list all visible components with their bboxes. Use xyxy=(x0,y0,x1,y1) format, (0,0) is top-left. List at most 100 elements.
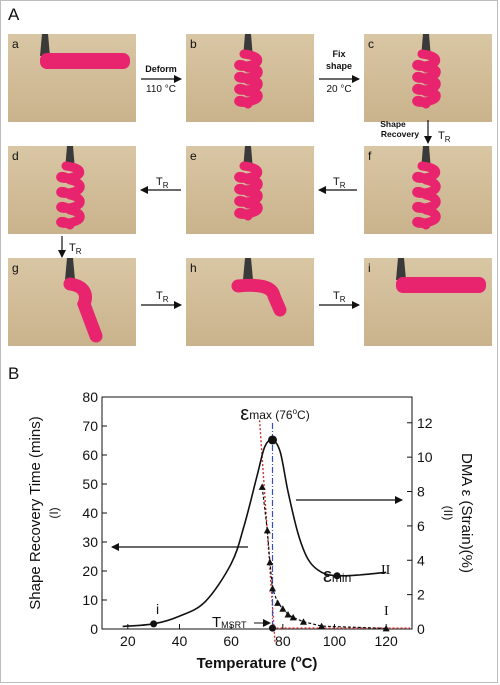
series-I-point xyxy=(269,584,276,592)
photo-letter: i xyxy=(368,261,371,275)
tweezer-icon xyxy=(243,258,253,280)
tweezer-icon xyxy=(396,258,406,280)
photo-b: b xyxy=(186,34,314,122)
y-right-tick-label: 12 xyxy=(417,415,433,431)
y-right-axis-label: DMA ε (Strain)(%) xyxy=(458,453,475,573)
y-left-tick-label: 70 xyxy=(82,418,98,434)
series-II-line xyxy=(122,438,387,628)
x-tick-label: 100 xyxy=(323,633,347,649)
y-left-axis-label: Shape Recovery Time (mins) xyxy=(27,416,44,609)
strip-bent xyxy=(63,277,103,343)
strip-helix xyxy=(234,49,263,109)
photo-letter: b xyxy=(190,37,197,51)
arrow-h-i-tr: TR xyxy=(333,290,346,304)
photo-background xyxy=(8,34,136,122)
series-I-point xyxy=(382,624,390,632)
y-left-tick-label: 10 xyxy=(82,592,98,608)
x-tick-label: 80 xyxy=(275,633,291,649)
series-I-point xyxy=(279,605,287,612)
photo-letter: g xyxy=(12,261,19,275)
photo-h: h xyxy=(186,258,314,346)
y-right-tick-label: 10 xyxy=(417,449,433,465)
eps-min-label: εmin xyxy=(323,565,351,587)
photo-c: c xyxy=(364,34,492,122)
arrow-a-b-bottom: 110 °C xyxy=(146,84,176,95)
photo-letter: h xyxy=(190,261,197,275)
y-right-ticks: 0 2 4 6 8 10 12 xyxy=(407,415,433,637)
strip-helix xyxy=(412,161,441,230)
point-i-label: i xyxy=(156,601,159,617)
y-right-axis-sublabel: (II) xyxy=(441,506,455,521)
series-I-point xyxy=(284,611,292,618)
photo-e: e xyxy=(186,146,314,234)
plot-area xyxy=(101,396,413,630)
x-tick-label: 20 xyxy=(120,633,136,649)
series-I-point xyxy=(263,526,271,534)
x-axis-label: Temperature (oC) xyxy=(197,654,318,672)
x-tick-label: 60 xyxy=(223,633,239,649)
series-I-line xyxy=(261,486,387,630)
y-left-ticks: 0 10 20 30 40 50 60 70 80 xyxy=(82,389,107,637)
arrow-f-g-tr: TR xyxy=(69,242,82,256)
y-left-tick-label: 0 xyxy=(90,621,98,637)
strip-helix xyxy=(56,161,85,230)
photo-letter: a xyxy=(12,37,19,51)
series-I-point xyxy=(300,618,307,625)
plot-layer xyxy=(122,420,410,644)
arrow-e-f-tr: TR xyxy=(156,176,169,190)
y-right-tick-label: 2 xyxy=(417,587,425,603)
photo-letter: d xyxy=(12,149,19,163)
photo-g: g xyxy=(8,258,136,346)
curve-I-label: I xyxy=(384,604,389,619)
y-left-tick-label: 50 xyxy=(82,476,98,492)
photo-d: d xyxy=(8,146,136,234)
strip-bent xyxy=(231,278,287,317)
arrow-b-c-top1: Fix xyxy=(332,49,345,59)
photo-f: f xyxy=(364,146,492,234)
x-tick-label: 40 xyxy=(172,633,188,649)
arrow-b-c-top2: shape xyxy=(326,61,352,71)
y-left-tick-label: 80 xyxy=(82,389,98,405)
x-tick-label: 120 xyxy=(374,633,398,649)
arrow-b-c-bottom: 20 °C xyxy=(326,84,351,95)
photo-a: a xyxy=(8,34,136,122)
series-I-point xyxy=(258,483,266,490)
marker-point xyxy=(333,572,341,580)
series-I-point xyxy=(274,599,282,606)
photo-grid: a b c d e f g h i xyxy=(8,34,492,346)
y-right-tick-label: 8 xyxy=(417,484,425,500)
panel-a-label: A xyxy=(8,5,20,24)
marker-point xyxy=(268,435,277,445)
arrow-a-b-top: Deform xyxy=(145,64,177,74)
eps-max-label: εmax (76oC) xyxy=(240,403,309,425)
series-I-point xyxy=(266,558,274,566)
y-right-tick-label: 0 xyxy=(417,621,425,637)
arrow-c-d-tr: TR xyxy=(438,130,451,144)
arrow-c-d-label2: Recovery xyxy=(381,129,420,139)
curve-II-label: II xyxy=(381,563,391,578)
y-right-tick-label: 4 xyxy=(417,552,425,568)
y-left-tick-label: 40 xyxy=(82,505,98,521)
strip-straight xyxy=(40,53,130,69)
recovery-chart: 20 40 60 80 100 120 0 10 20 30 40 50 60 70 80 0 2 4 6 8 10… xyxy=(27,389,475,672)
photo-letter: f xyxy=(368,149,372,163)
y-left-axis-sublabel: (I) xyxy=(47,507,61,518)
photo-background xyxy=(364,258,492,346)
arrow-d-e-tr: TR xyxy=(333,176,346,190)
arrow-g-h-tr: TR xyxy=(156,290,169,304)
strip-helix xyxy=(234,161,263,221)
arrow-c-d-label1: Shape xyxy=(380,119,406,129)
photo-letter: c xyxy=(368,37,374,51)
strip-straight xyxy=(396,277,486,293)
series-I-point xyxy=(318,622,326,630)
y-left-tick-label: 60 xyxy=(82,447,98,463)
tweezer-icon xyxy=(65,258,75,280)
panel-b-label: B xyxy=(8,364,19,383)
marker-point xyxy=(150,620,158,628)
photo-letter: e xyxy=(190,149,197,163)
y-left-tick-label: 20 xyxy=(82,563,98,579)
y-right-tick-label: 6 xyxy=(417,518,425,534)
process-arrows: Deform 110 °C Fix shape 20 °C Shape Reco… xyxy=(58,49,451,309)
